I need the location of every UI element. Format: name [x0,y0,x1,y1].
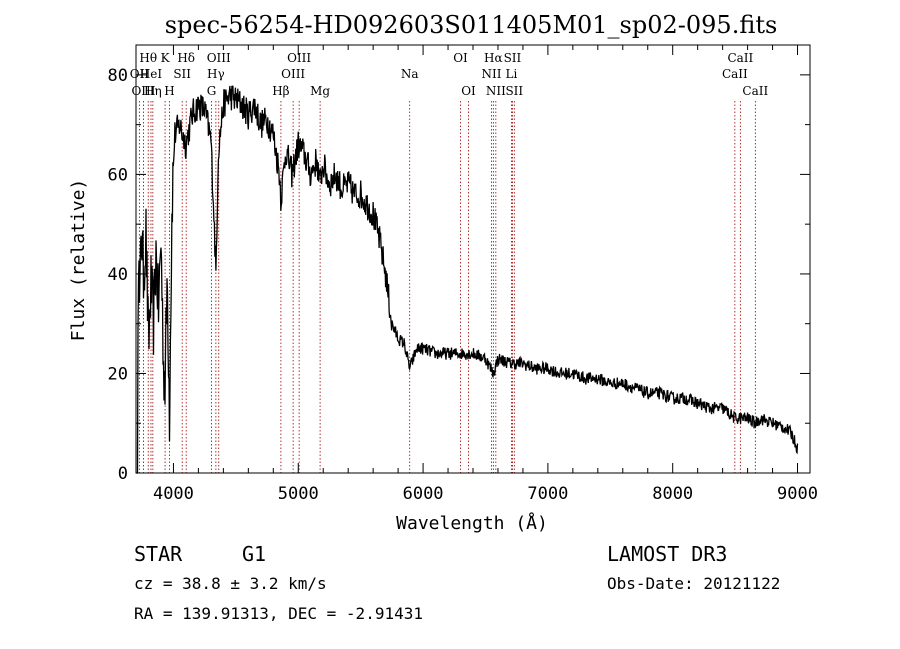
line-marker-label: Hη [144,84,162,98]
survey-name: LAMOST DR3 [607,542,727,566]
observation-date: Obs-Date: 20121122 [607,574,780,593]
sky-coordinates: RA = 139.91313, DEC = -2.91431 [134,604,423,623]
line-marker-label: Mg [310,84,330,98]
line-marker-label: OIII [207,51,231,65]
line-marker-label: Hδ [177,51,195,65]
line-marker-label: Na [401,67,419,81]
x-tick-label: 8000 [652,484,693,504]
line-marker-label: OI [453,51,468,65]
line-marker-label: SII [505,84,523,98]
line-marker-label: CaII [742,84,768,98]
object-class: STAR [134,542,183,566]
spectral-line-markers [138,101,756,473]
line-marker-label: OIII [281,67,305,81]
line-marker-label: Li [506,67,518,81]
line-marker-label: SII [504,51,522,65]
x-tick-label: 4000 [153,484,194,504]
line-marker-label: SII [173,67,191,81]
line-marker-label: Hα [484,51,503,65]
flux-series-line [136,85,799,474]
x-axis-ticks: 4000 5000 6000 7000 8000 9000 [153,45,818,504]
object-subclass: G1 [242,542,266,566]
line-marker-label: NII [486,84,506,98]
line-marker-label: K [161,51,171,65]
line-marker-label: H [164,84,174,98]
line-marker-label: Hγ [207,67,225,81]
x-axis-label: Wavelength (Å) [396,512,548,534]
y-tick-label: 80 [108,66,128,86]
line-marker-label: OIII [131,84,155,98]
x-tick-label: 9000 [777,484,818,504]
line-marker-label: CaII [722,67,748,81]
x-tick-label: 7000 [527,484,568,504]
redshift-value: cz = 38.8 ± 3.2 km/s [134,574,327,593]
line-marker-label: HeI [140,67,163,81]
y-tick-label: 20 [108,364,128,384]
x-tick-label: 5000 [278,484,319,504]
line-marker-label: G [207,84,217,98]
y-tick-label: 0 [118,464,128,484]
x-tick-label: 6000 [403,484,444,504]
line-marker-label: Hθ [139,51,157,65]
y-tick-label: 40 [108,265,128,285]
chart-title: spec-56254-HD092603S011405M01_sp02-095.f… [165,11,778,39]
line-marker-label: OII [130,67,150,81]
line-marker-label: Hβ [272,84,289,98]
y-axis-label: Flux (relative) [68,179,89,342]
y-axis-ticks: 0 20 40 60 80 [108,66,810,484]
line-marker-label: OIII [287,51,311,65]
line-marker-label: NII [481,67,501,81]
y-tick-label: 60 [108,165,128,185]
line-marker-label: OI [461,84,476,98]
line-marker-label: CaII [727,51,753,65]
